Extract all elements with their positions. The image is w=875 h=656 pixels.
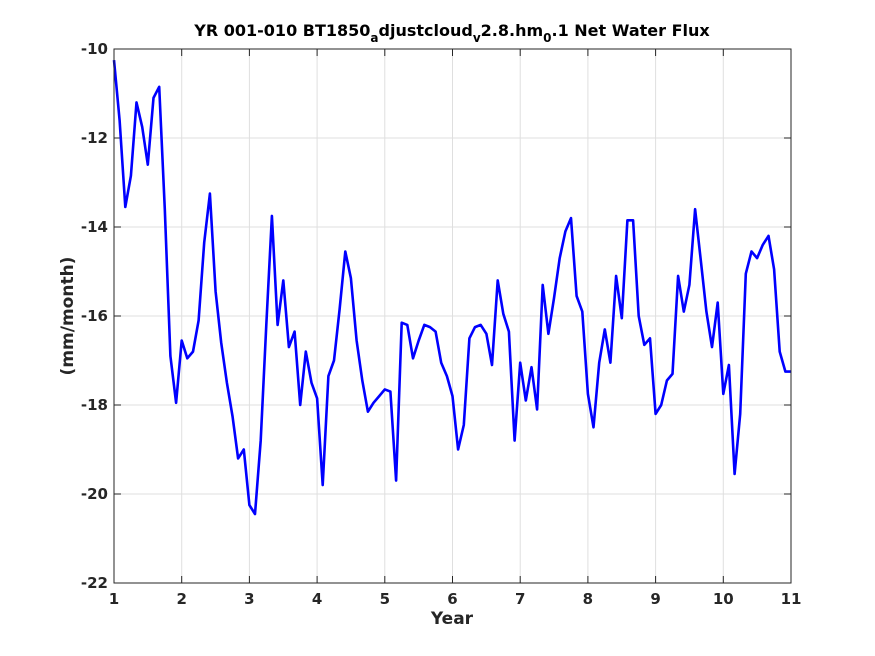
y-tick-label: -16 xyxy=(81,307,108,325)
y-tick-label: -10 xyxy=(81,40,108,58)
x-tick-label: 8 xyxy=(583,590,593,608)
x-tick-label: 5 xyxy=(380,590,390,608)
title-segment: .1 Net Water Flux xyxy=(552,21,711,40)
y-tick-labels: -22 -20 -18 -16 -14 -12 -10 xyxy=(81,40,108,592)
series-group xyxy=(112,59,791,516)
x-tick-label: 6 xyxy=(447,590,457,608)
y-tick-label: -18 xyxy=(81,396,108,414)
x-tick-label: 9 xyxy=(650,590,660,608)
y-tick-label: -14 xyxy=(81,218,108,236)
x-tick-label: 1 xyxy=(109,590,119,608)
x-axis-title: Year xyxy=(430,609,474,629)
title-segment: djustcloud xyxy=(379,21,473,40)
x-tick-label: 11 xyxy=(781,590,802,608)
y-axis-title: (mm/month) xyxy=(58,257,78,376)
y-tick-label: -20 xyxy=(81,485,108,503)
x-tick-label: 2 xyxy=(176,590,186,608)
axes-box xyxy=(113,48,792,584)
title-segment: YR 001-010 BT1850 xyxy=(193,21,370,40)
series-line xyxy=(112,59,791,516)
title-subscript: 0 xyxy=(543,31,551,45)
x-tick-label: 4 xyxy=(312,590,322,608)
title-subscript: a xyxy=(370,31,378,45)
y-tick-label: -12 xyxy=(81,129,108,147)
x-tick-label: 7 xyxy=(515,590,525,608)
chart-title: YR 001-010 BT1850adjustcloudv2.8.hm0.1 N… xyxy=(193,21,710,45)
title-subscript: v xyxy=(473,31,481,45)
x-tick-label: 10 xyxy=(713,590,734,608)
x-tick-labels: 1 2 3 4 5 6 7 8 9 10 11 xyxy=(109,590,802,608)
title-segment: 2.8.hm xyxy=(481,21,543,40)
x-tick-label: 3 xyxy=(244,590,254,608)
y-tick-label: -22 xyxy=(81,574,108,592)
